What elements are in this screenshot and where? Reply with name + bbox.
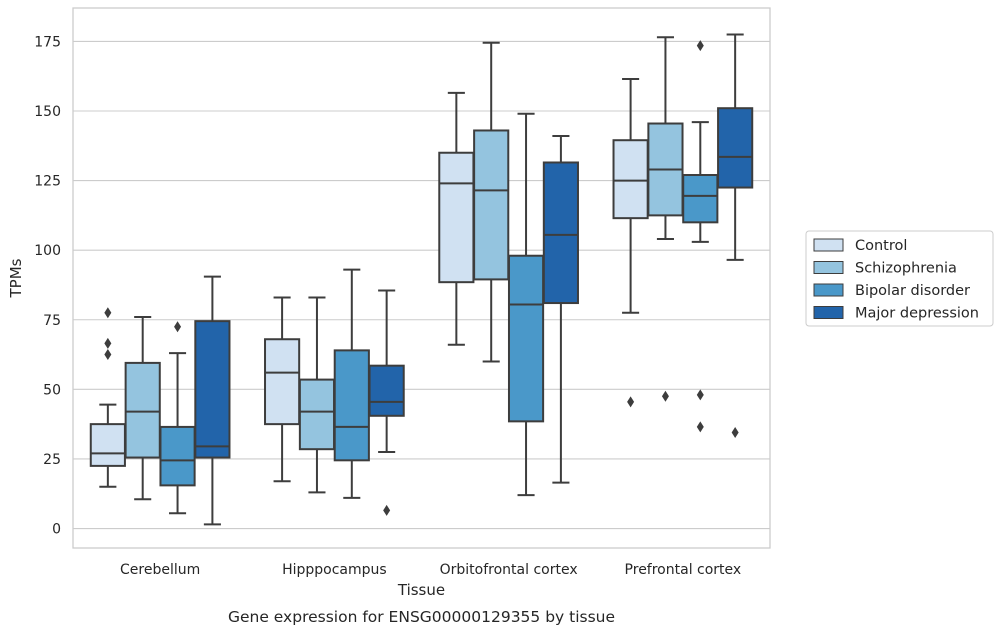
legend-swatch <box>813 283 844 297</box>
box-group <box>298 296 336 494</box>
box-iqr <box>194 320 231 459</box>
x-tick-labels: Cerebellum Hipppocampus Orbitofrontal cort… <box>120 562 741 578</box>
legend-label: Bipolar disorder <box>855 283 970 299</box>
box-iqr <box>368 364 405 417</box>
box-group <box>507 112 545 497</box>
x-tick-label: Prefrontal cortex <box>625 562 742 578</box>
box-group <box>542 135 579 484</box>
outlier-point <box>696 40 704 52</box>
legend-label: Major depression <box>855 306 979 322</box>
box-group <box>124 315 161 501</box>
y-tick-label: 0 <box>52 522 61 538</box>
legend: Control Schizophrenia Bipolar disorder Majo… <box>805 230 994 327</box>
outlier-point <box>696 389 704 401</box>
box-iqr <box>438 151 475 284</box>
outlier-point <box>661 390 669 402</box>
y-axis-label: TPMs <box>7 258 25 298</box>
box-iqr <box>159 425 196 487</box>
box-iqr <box>298 378 336 451</box>
box-iqr <box>612 139 649 220</box>
legend-label: Control <box>855 238 907 254</box>
legend-swatch <box>813 306 844 319</box>
x-tick-label: Hipppocampus <box>282 562 387 578</box>
outlier-point <box>104 307 112 319</box>
outlier-point <box>627 396 635 408</box>
box-group <box>473 41 510 363</box>
outlier-point <box>104 337 112 349</box>
chart-caption: Gene expression for ENSG00000129355 by t… <box>228 608 615 626</box>
outlier-point <box>731 426 739 438</box>
box-group <box>647 36 684 402</box>
legend-frame <box>805 230 994 327</box>
y-tick-labels: 0 25 50 75 100 125 150 175 <box>34 34 61 537</box>
y-tick-label: 175 <box>34 34 61 50</box>
outlier-point <box>104 349 112 361</box>
y-tick-label: 25 <box>43 452 61 468</box>
x-axis-label: Tissue <box>397 581 445 599</box>
outlier-point <box>696 421 704 433</box>
box-group <box>333 268 370 499</box>
legend-label: Schizophrenia <box>855 261 957 277</box>
box-iqr <box>473 129 510 281</box>
box-iqr <box>264 338 301 426</box>
box-iqr <box>507 254 545 423</box>
box-group <box>264 296 301 483</box>
y-tick-label: 75 <box>43 313 61 329</box>
box-group <box>717 33 754 438</box>
box-group <box>159 321 196 515</box>
legend-swatch <box>813 238 844 252</box>
box-group <box>89 307 126 488</box>
y-tick-label: 150 <box>34 104 61 120</box>
box-iqr <box>717 107 754 189</box>
box-iqr <box>682 174 719 224</box>
y-tick-label: 125 <box>34 174 61 190</box>
x-tick-label: Orbitofrontal cortex <box>440 562 578 578</box>
box-group <box>682 40 719 433</box>
box-group <box>438 91 475 346</box>
legend-swatch <box>813 261 844 274</box>
box-iqr <box>333 349 370 462</box>
y-tick-label: 100 <box>34 243 61 259</box>
box-group <box>194 275 231 526</box>
y-tick-label: 50 <box>43 382 61 398</box>
box-iqr <box>89 423 126 467</box>
box-group <box>612 77 649 408</box>
plot-frame <box>72 7 771 549</box>
outlier-point <box>174 321 182 333</box>
x-tick-label: Cerebellum <box>120 562 200 578</box>
box-group <box>368 289 405 516</box>
box-iqr <box>542 161 579 305</box>
boxes <box>89 33 754 526</box>
box-iqr <box>124 361 161 459</box>
outlier-point <box>383 504 391 516</box>
